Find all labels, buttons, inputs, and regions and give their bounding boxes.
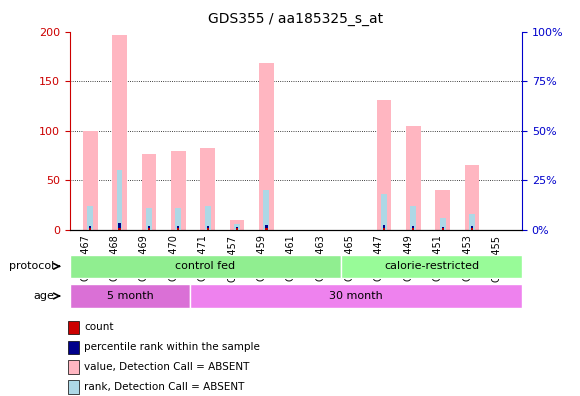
- Text: 30 month: 30 month: [329, 291, 383, 301]
- Bar: [471, 228, 473, 230]
- Bar: [236, 228, 238, 230]
- Bar: [440, 218, 445, 230]
- Bar: [206, 226, 209, 228]
- Bar: [436, 190, 450, 230]
- Bar: [83, 131, 97, 230]
- Bar: [469, 214, 475, 230]
- Bar: [171, 151, 186, 230]
- Bar: [412, 226, 414, 228]
- Title: GDS355 / aa185325_s_at: GDS355 / aa185325_s_at: [208, 13, 383, 27]
- Bar: [67, 360, 79, 374]
- Text: control fed: control fed: [175, 261, 235, 271]
- Bar: [89, 228, 91, 230]
- Bar: [265, 228, 267, 230]
- Bar: [441, 228, 444, 230]
- Bar: [142, 154, 156, 230]
- Text: protocol: protocol: [9, 261, 55, 271]
- Text: calorie-restricted: calorie-restricted: [384, 261, 479, 271]
- Bar: [383, 225, 385, 228]
- Bar: [230, 220, 244, 230]
- Bar: [263, 190, 269, 230]
- Bar: [383, 228, 385, 230]
- Bar: [236, 227, 238, 228]
- Text: 5 month: 5 month: [107, 291, 153, 301]
- Text: percentile rank within the sample: percentile rank within the sample: [84, 342, 260, 352]
- Text: age: age: [34, 291, 55, 301]
- Bar: [177, 226, 179, 228]
- Bar: [67, 341, 79, 354]
- Bar: [118, 223, 121, 228]
- Bar: [118, 228, 121, 230]
- Bar: [67, 380, 79, 394]
- Bar: [112, 34, 127, 230]
- Bar: [205, 206, 211, 230]
- Bar: [381, 194, 387, 230]
- Bar: [465, 165, 480, 230]
- FancyBboxPatch shape: [190, 284, 522, 308]
- FancyBboxPatch shape: [70, 284, 190, 308]
- Bar: [441, 227, 444, 228]
- Bar: [406, 126, 420, 230]
- Text: value, Detection Call = ABSENT: value, Detection Call = ABSENT: [84, 362, 249, 372]
- FancyBboxPatch shape: [70, 255, 341, 278]
- Bar: [376, 100, 392, 230]
- Bar: [265, 225, 267, 228]
- Bar: [200, 147, 215, 230]
- Bar: [411, 206, 416, 230]
- Bar: [412, 228, 414, 230]
- Bar: [89, 226, 91, 228]
- Text: count: count: [84, 322, 114, 333]
- Bar: [146, 208, 152, 230]
- Bar: [117, 170, 122, 230]
- FancyBboxPatch shape: [341, 255, 522, 278]
- Bar: [471, 227, 473, 228]
- Bar: [177, 228, 179, 230]
- Bar: [148, 226, 150, 228]
- Text: rank, Detection Call = ABSENT: rank, Detection Call = ABSENT: [84, 382, 245, 392]
- Bar: [175, 208, 181, 230]
- Bar: [206, 228, 209, 230]
- Bar: [148, 228, 150, 230]
- Bar: [234, 224, 240, 230]
- Bar: [87, 206, 93, 230]
- Bar: [259, 63, 274, 230]
- Bar: [67, 321, 79, 334]
